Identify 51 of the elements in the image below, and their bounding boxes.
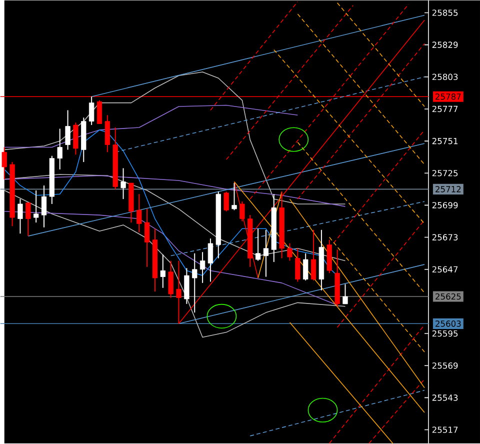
candlestick bbox=[200, 252, 206, 284]
ref-line-label: 25787 bbox=[436, 94, 461, 100]
ref-line-label: 25625 bbox=[436, 293, 461, 300]
candlestick bbox=[120, 168, 126, 200]
y-tick-label: 25699 bbox=[432, 202, 458, 208]
y-tick-label: 25647 bbox=[432, 266, 458, 273]
candlestick bbox=[342, 284, 348, 305]
y-tick-label: 25569 bbox=[432, 362, 458, 369]
candlestick bbox=[192, 252, 198, 314]
line-series bbox=[4, 104, 298, 148]
candlestick bbox=[255, 228, 261, 262]
candlestick bbox=[18, 198, 23, 234]
ref-line-label: 25603 bbox=[436, 320, 461, 327]
y-tick-label: 25803 bbox=[432, 74, 458, 80]
candlestick bbox=[65, 110, 70, 150]
line-series bbox=[4, 190, 346, 338]
y-tick-label: 25751 bbox=[432, 138, 458, 144]
candlestick bbox=[104, 114, 110, 153]
y-tick-label: 25829 bbox=[432, 42, 458, 48]
y-tick-label: 25673 bbox=[432, 234, 458, 241]
line-series bbox=[4, 175, 346, 207]
y-tick-label: 25855 bbox=[432, 10, 458, 16]
candlestick bbox=[160, 254, 166, 288]
candlestick bbox=[41, 185, 47, 228]
ref-line-label: 25712 bbox=[436, 186, 461, 192]
candlestick bbox=[88, 96, 94, 126]
candlestick bbox=[310, 230, 316, 282]
candlestick bbox=[168, 260, 174, 298]
y-tick-label: 25517 bbox=[432, 426, 458, 434]
candlestick bbox=[295, 248, 300, 282]
candlestick bbox=[144, 208, 150, 268]
candlestick bbox=[2, 146, 7, 180]
candlestick bbox=[263, 230, 269, 278]
candlestick bbox=[57, 128, 62, 170]
candlestick bbox=[240, 201, 245, 222]
candlestick bbox=[96, 100, 102, 124]
candlestick bbox=[26, 202, 31, 237]
candlestick bbox=[33, 190, 39, 224]
candlestick bbox=[73, 122, 78, 156]
candlestick bbox=[136, 194, 142, 233]
candlestick bbox=[208, 238, 214, 282]
y-tick-label: 25543 bbox=[432, 394, 458, 401]
candlestick bbox=[184, 268, 190, 305]
line-series bbox=[4, 174, 346, 262]
candlestick bbox=[303, 252, 308, 282]
candlestick bbox=[224, 191, 229, 212]
candlestick bbox=[232, 182, 237, 211]
y-tick-label: 25595 bbox=[432, 330, 458, 337]
y-tick-label: 25725 bbox=[432, 170, 458, 176]
candlestick bbox=[287, 243, 292, 262]
y-tick-label: 25777 bbox=[432, 106, 458, 112]
